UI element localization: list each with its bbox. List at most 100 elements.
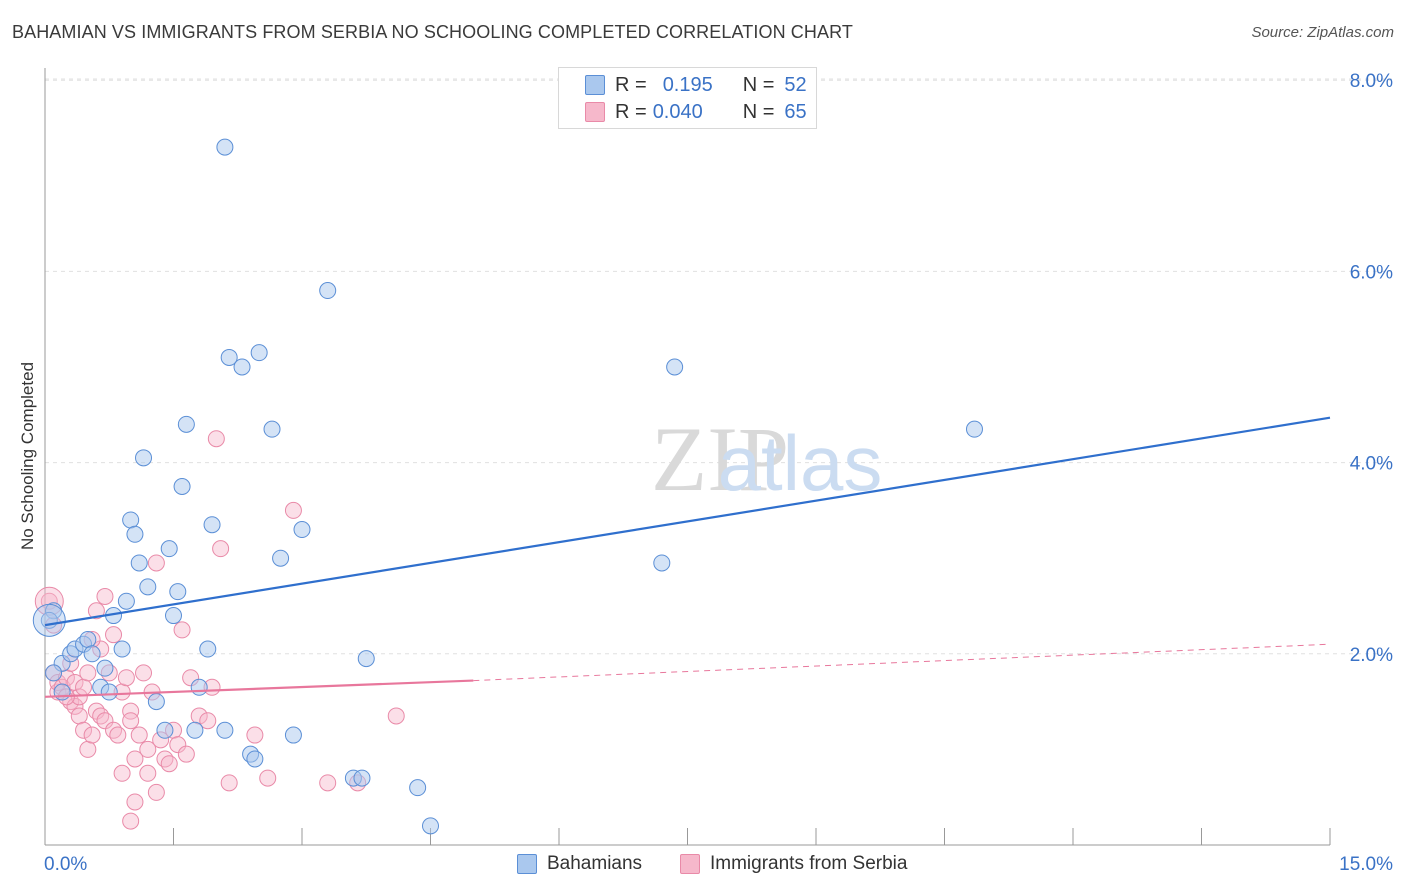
bahamian-point: [965, 420, 983, 438]
serbia-point: [387, 707, 405, 725]
serbia-point: [83, 726, 101, 744]
serbia-trend-line: [44, 679, 474, 698]
legend-swatch-pink: [680, 854, 700, 874]
legend-item-serbia: Immigrants from Serbia: [680, 853, 907, 875]
watermark-zip: ZIP: [651, 408, 789, 510]
bahamian-point: [79, 630, 97, 648]
legend-row-serbia: R = 0.040 N = 65: [585, 100, 807, 124]
x-tick-label: 0.0%: [44, 854, 87, 875]
serbia-point: [70, 707, 88, 725]
bahamian-point: [250, 344, 268, 362]
bahamian-point: [113, 640, 131, 658]
axes: [44, 68, 1331, 846]
tick-labels: 2.0% 4.0% 6.0% 8.0% 0.0% 15.0%: [44, 71, 1393, 875]
serbia-point: [87, 602, 105, 620]
bahamian-point: [190, 678, 208, 696]
bahamian-point: [126, 525, 144, 543]
serbia-point: [246, 726, 264, 744]
legend-r-label: R =: [615, 100, 647, 123]
legend-n-label: N =: [742, 100, 775, 123]
x-tick-label: 15.0%: [1339, 854, 1393, 875]
legend-swatch-pink: [585, 102, 605, 122]
bahamian-point: [122, 511, 140, 529]
y-tick-label: 4.0%: [1350, 454, 1393, 475]
serbia-points: [34, 430, 405, 830]
legend-label-serbia: Immigrants from Serbia: [710, 853, 908, 874]
serbia-point: [147, 783, 165, 801]
bahamian-point: [135, 449, 153, 467]
bahamian-point: [666, 358, 684, 376]
bahamian-point: [53, 683, 71, 701]
serbia-point: [122, 812, 140, 830]
bahamian-point: [246, 750, 264, 768]
y-tick-label: 8.0%: [1350, 71, 1393, 92]
bahamian-point: [409, 779, 427, 797]
bahamian-point: [199, 640, 217, 658]
trend-lines: [44, 416, 1331, 698]
serbia-point: [79, 664, 97, 682]
bahamian-point: [156, 721, 174, 739]
serbia-point: [220, 774, 238, 792]
bahamian-point: [173, 478, 191, 495]
serbia-point: [117, 669, 135, 687]
serbia-point: [109, 726, 127, 744]
legend-row-bahamians: R = 0.195 N = 52: [585, 73, 807, 97]
legend-label-bahamians: Bahamians: [547, 853, 643, 874]
legend-n-value: 65: [784, 100, 807, 123]
legend-swatch-blue: [517, 854, 537, 874]
legend-r-label: R =: [615, 73, 647, 96]
serbia-point: [130, 726, 148, 744]
serbia-point: [160, 755, 178, 773]
serbia-point: [75, 721, 93, 739]
legend-n-value: 52: [784, 73, 807, 96]
serbia-point: [169, 736, 187, 754]
bahamian-point: [284, 726, 302, 744]
bahamian-point: [216, 138, 234, 156]
bahamian-point: [357, 650, 375, 668]
serbia-point: [139, 740, 157, 758]
bahamian-point: [117, 592, 135, 610]
serbia-point: [126, 793, 144, 811]
serbia-point: [207, 430, 225, 448]
bahamian-point: [83, 645, 101, 663]
legend-n-label: N =: [742, 73, 775, 96]
bahamian-point: [216, 721, 234, 739]
bahamian-point: [422, 817, 439, 835]
bahamian-point: [139, 578, 157, 596]
serbia-point: [147, 554, 165, 572]
bahamian-point: [169, 583, 187, 601]
bahamian-point: [147, 693, 165, 711]
correlation-legend: R = 0.195 N = 52 R = 0.040 N = 65: [558, 67, 817, 129]
bahamian-point: [220, 348, 238, 366]
serbia-point: [139, 764, 157, 782]
y-tick-label: 6.0%: [1350, 262, 1393, 283]
bahamian-point: [203, 516, 221, 534]
bahamian-point-large: [32, 603, 66, 637]
watermark-atlas: atlas: [718, 419, 883, 507]
bahamian-point: [165, 607, 182, 625]
bahamian-point: [263, 420, 281, 438]
serbia-point: [122, 712, 140, 730]
legend-r-value: 0.040: [652, 100, 703, 123]
legend-item-bahamians: Bahamians: [517, 853, 642, 875]
bahamian-point: [233, 358, 251, 376]
serbia-point: [96, 712, 114, 730]
bahamian-point: [96, 659, 114, 677]
bahamian-trend-line: [44, 416, 1331, 627]
chart-title: BAHAMIAN VS IMMIGRANTS FROM SERBIA NO SC…: [12, 22, 853, 42]
serbia-point: [212, 540, 230, 558]
serbia-point: [75, 678, 93, 696]
serbia-point: [66, 697, 84, 715]
serbia-point: [173, 621, 191, 639]
bahamian-point: [177, 415, 195, 433]
serbia-point: [284, 501, 302, 519]
bahamian-point: [186, 721, 204, 739]
serbia-point: [135, 664, 153, 682]
bahamian-point: [130, 554, 148, 572]
series-legend: Bahamians Immigrants from Serbia: [0, 852, 1406, 878]
serbia-trend-extension: [473, 643, 1331, 682]
source-credit: Source: ZipAtlas.com: [1251, 24, 1394, 41]
serbia-point: [177, 745, 195, 763]
y-tick-label: 2.0%: [1350, 645, 1393, 666]
